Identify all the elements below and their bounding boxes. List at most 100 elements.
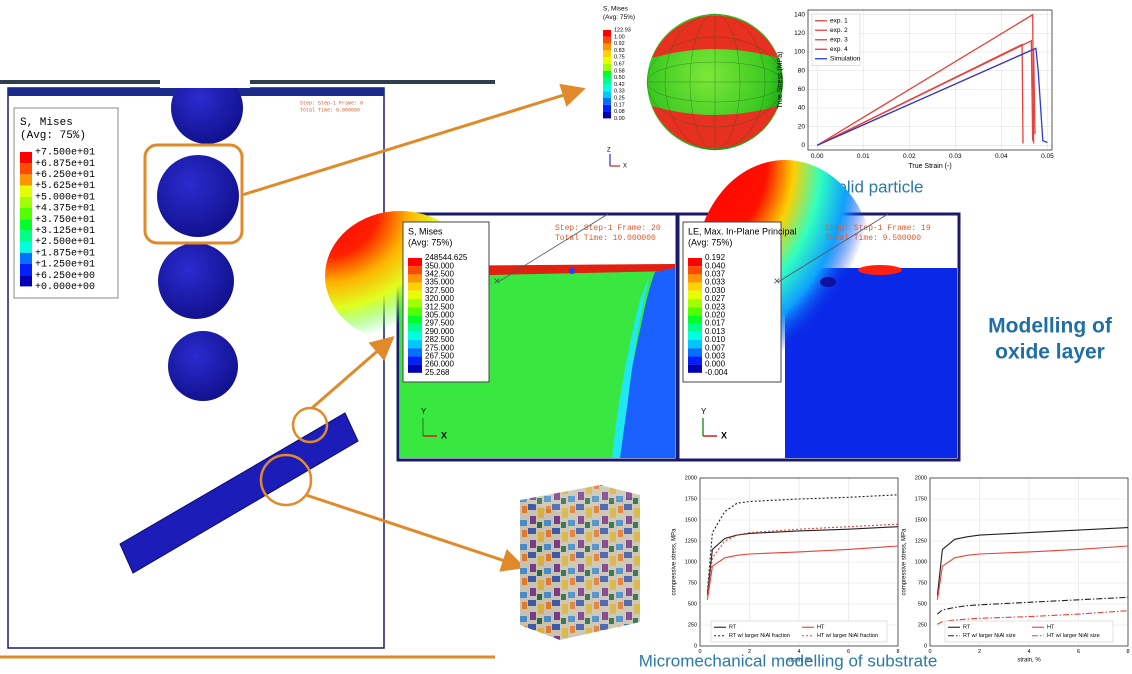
legend-label: exp. 3 bbox=[830, 36, 848, 43]
color-band bbox=[408, 365, 422, 373]
legend-label: HT bbox=[817, 625, 825, 631]
legend-label: 1.00 bbox=[614, 34, 625, 40]
slide: Step: Step-1 Frame: 0 Total Time: 0.0000… bbox=[0, 0, 1132, 674]
caption: Micromechanical modelling of substrate bbox=[639, 651, 938, 670]
sphere bbox=[157, 155, 239, 237]
legend-label: 0.92 bbox=[614, 41, 625, 47]
color-band bbox=[603, 105, 611, 112]
series-line bbox=[707, 546, 898, 600]
y-tick-label: 120 bbox=[794, 30, 805, 37]
color-band bbox=[20, 163, 32, 174]
color-band bbox=[603, 50, 611, 57]
color-band bbox=[408, 348, 422, 356]
color-band bbox=[603, 91, 611, 98]
legend-subtitle: (Avg: 75%) bbox=[688, 237, 732, 247]
triad-label: Y bbox=[701, 407, 707, 416]
color-band bbox=[603, 64, 611, 71]
legend-label: 0.00 bbox=[614, 116, 625, 122]
color-band bbox=[603, 44, 611, 51]
legend-label: +6.250e+01 bbox=[35, 170, 95, 181]
y-tick-label: 1000 bbox=[685, 559, 697, 565]
step-text: Step: Step-1 Frame: 20 bbox=[555, 224, 661, 233]
legend-title: S, Mises bbox=[408, 226, 443, 236]
y-tick-label: 100 bbox=[794, 49, 805, 56]
color-band bbox=[20, 242, 32, 253]
color-band bbox=[408, 283, 422, 291]
legend-label: exp. 1 bbox=[830, 17, 848, 24]
color-band bbox=[20, 264, 32, 275]
caption: oxide layer bbox=[995, 341, 1105, 364]
color-band bbox=[603, 71, 611, 78]
color-band bbox=[603, 30, 611, 37]
color-band bbox=[688, 324, 702, 332]
x-axis-label: strain, % bbox=[1017, 658, 1041, 664]
legend-label: 0.25 bbox=[614, 95, 625, 101]
time-text: Total Time: 10.000000 bbox=[555, 234, 656, 243]
y-tick-label: 80 bbox=[798, 67, 806, 74]
series-line bbox=[707, 495, 898, 592]
legend-label: +5.000e+01 bbox=[35, 192, 95, 203]
x-tick-label: 0.03 bbox=[949, 153, 962, 160]
legend-subtitle: (Avg: 75%) bbox=[408, 237, 452, 247]
x-tick-label: 4 bbox=[1027, 649, 1030, 655]
node-mark: × bbox=[773, 274, 780, 288]
y-tick-label: 500 bbox=[688, 601, 697, 607]
color-band bbox=[688, 258, 702, 266]
color-band bbox=[688, 299, 702, 307]
color-band bbox=[408, 274, 422, 282]
x-tick-label: 8 bbox=[1126, 649, 1129, 655]
legend-label: 0.83 bbox=[614, 48, 625, 54]
color-band bbox=[408, 340, 422, 348]
series-line bbox=[707, 527, 898, 596]
color-band bbox=[408, 315, 422, 323]
color-band bbox=[603, 98, 611, 105]
color-band bbox=[688, 283, 702, 291]
legend-label: 0.42 bbox=[614, 82, 625, 88]
y-tick-label: 1750 bbox=[685, 496, 697, 502]
x-tick-label: 0.00 bbox=[811, 153, 824, 160]
legend-title: S, Mises bbox=[20, 117, 73, 129]
color-band bbox=[408, 307, 422, 315]
x-tick-label: 0.02 bbox=[903, 153, 916, 160]
x-tick-label: 0.05 bbox=[1041, 153, 1054, 160]
series-line bbox=[937, 528, 1128, 596]
legend-label: RT w/ larger NiAl fraction bbox=[729, 633, 790, 639]
y-axis-label: compressive stress, MPa bbox=[672, 528, 678, 596]
y-tick-label: 1250 bbox=[915, 538, 927, 544]
triad: ZX bbox=[607, 148, 627, 170]
y-tick-label: 0 bbox=[801, 142, 805, 149]
y-tick-label: 0 bbox=[924, 643, 927, 649]
color-band bbox=[408, 324, 422, 332]
y-tick-label: 1500 bbox=[915, 517, 927, 523]
legend-subtitle: (Avg: 75%) bbox=[20, 130, 86, 142]
y-tick-label: 1500 bbox=[685, 517, 697, 523]
y-tick-label: 40 bbox=[798, 105, 806, 112]
triad-label: X bbox=[441, 430, 447, 440]
legend-label: +3.125e+01 bbox=[35, 226, 95, 237]
y-tick-label: 2000 bbox=[685, 475, 697, 481]
color-band bbox=[688, 340, 702, 348]
color-band bbox=[408, 266, 422, 274]
legend-label: -0.004 bbox=[705, 368, 728, 377]
y-axis-label: compressive stress, MPa bbox=[902, 528, 908, 596]
color-band bbox=[688, 332, 702, 340]
sphere bbox=[158, 243, 234, 319]
legend-label: 25.268 bbox=[425, 368, 450, 377]
y-tick-label: 1250 bbox=[685, 538, 697, 544]
time-text: Total Time: 0.000000 bbox=[300, 107, 360, 113]
series-line bbox=[937, 546, 1128, 600]
legend-label: +3.750e+01 bbox=[35, 215, 95, 226]
y-tick-label: 0 bbox=[694, 643, 697, 649]
x-tick-label: 2 bbox=[978, 649, 981, 655]
legend-label: +7.500e+01 bbox=[35, 148, 95, 159]
legend-label: +1.875e+01 bbox=[35, 248, 95, 259]
node-mark: × bbox=[493, 274, 500, 288]
step-text: Step: Step-1 Frame: 0 bbox=[300, 100, 363, 106]
legend-label: +1.250e+01 bbox=[35, 260, 95, 271]
legend-label: 0.17 bbox=[614, 102, 625, 108]
color-band bbox=[688, 307, 702, 315]
y-tick-label: 20 bbox=[798, 123, 806, 130]
legend-label: +5.625e+01 bbox=[35, 181, 95, 192]
sphere bbox=[168, 331, 238, 401]
y-tick-label: 250 bbox=[688, 622, 697, 628]
